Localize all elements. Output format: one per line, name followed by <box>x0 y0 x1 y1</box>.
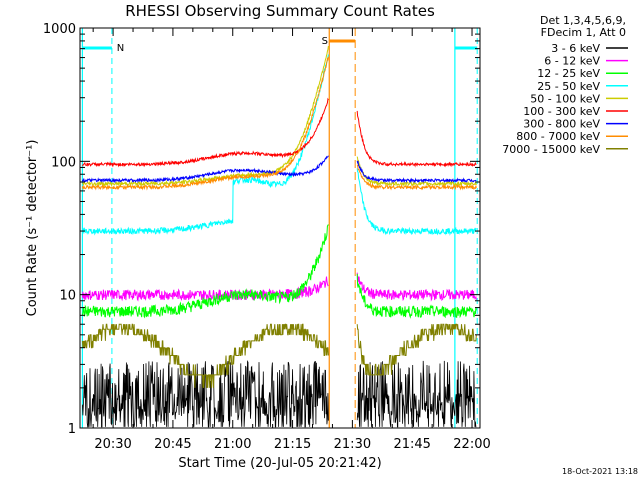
x-tick-label: 21:15 <box>274 437 311 452</box>
saa-label: S <box>322 36 328 47</box>
series-line-300-800-kev-2 <box>356 160 477 184</box>
legend-entry-label: 6 - 12 keV <box>544 55 600 68</box>
series-line-3-6-kev-2 <box>356 360 477 428</box>
series-line-7000-15000-kev-1 <box>81 323 329 388</box>
night-label: N <box>117 43 124 54</box>
series-800-7000-kev <box>81 56 477 191</box>
x-tick-label: 22:00 <box>453 437 490 452</box>
x-tick-label: 21:30 <box>334 437 371 452</box>
series-25-50-kev <box>81 54 477 236</box>
plot-area: NS <box>81 28 478 428</box>
y-tick-label: 1 <box>68 422 76 437</box>
series-line-6-12-kev-2 <box>356 272 477 302</box>
x-axis-title: Start Time (20-Jul-05 20:21:42) <box>178 456 381 471</box>
generation-timestamp: 18-Oct-2021 13:18 <box>562 467 638 476</box>
series-300-800-kev <box>81 155 477 184</box>
series-line-50-100-kev-1 <box>81 45 329 188</box>
series-7000-15000-kev <box>81 323 477 388</box>
legend-entry-label: 3 - 6 keV <box>551 42 600 55</box>
series-line-25-50-kev-1 <box>81 54 329 236</box>
legend-entry-label: 800 - 7000 keV <box>516 130 600 143</box>
series-12-25-kev <box>81 224 477 319</box>
legend-entry-label: 100 - 300 keV <box>523 105 600 118</box>
series-line-12-25-kev-1 <box>81 224 329 319</box>
x-tick-label: 21:45 <box>393 437 430 452</box>
series-line-100-300-kev-1 <box>81 97 329 168</box>
legend-entry-label: 12 - 25 keV <box>537 67 600 80</box>
x-tick-label: 20:30 <box>94 437 131 452</box>
legend-entry-label: 7000 - 15000 keV <box>502 143 600 156</box>
series-line-7000-15000-kev-2 <box>356 323 477 376</box>
series-3-6-kev <box>82 360 477 428</box>
axes: 20:30 20:45 21:00 21:15 21:30 21:45 22:00 1 10 10… <box>43 22 491 452</box>
series-line-12-25-kev-2 <box>356 273 477 319</box>
y-tick-label: 1000 <box>43 22 76 37</box>
legend-header-line: Det 1,3,4,5,6,9, <box>540 14 626 27</box>
x-tick-label: 21:00 <box>214 437 251 452</box>
series-line-25-50-kev-2 <box>356 168 477 236</box>
series-line-6-12-kev-1 <box>81 276 329 302</box>
series-line-300-800-kev-1 <box>81 155 329 184</box>
chart-title: RHESSI Observing Summary Count Rates <box>125 2 435 20</box>
y-axis-title: Count Rate (s⁻¹ detector⁻¹) <box>25 140 40 317</box>
legend-header-line: FDecim 1, Att 0 <box>541 26 626 39</box>
legend: Det 1,3,4,5,6,9,FDecim 1, Att 0 3 - 6 keV… <box>502 14 628 156</box>
plot-frame <box>79 27 481 429</box>
series-line-100-300-kev-2 <box>356 110 477 168</box>
y-tick-label: 100 <box>51 155 76 170</box>
series-line-3-6-kev-1 <box>82 360 329 428</box>
legend-entry-label: 300 - 800 keV <box>523 118 600 131</box>
y-tick-label: 10 <box>59 289 76 304</box>
series-line-800-7000-kev-2 <box>356 163 477 191</box>
x-tick-label: 20:45 <box>154 437 191 452</box>
series-line-800-7000-kev-1 <box>81 56 329 191</box>
legend-entry-label: 25 - 50 keV <box>537 80 600 93</box>
series-100-300-kev <box>81 97 477 168</box>
legend-entry-label: 50 - 100 keV <box>530 92 600 105</box>
series-6-12-kev <box>81 272 477 302</box>
